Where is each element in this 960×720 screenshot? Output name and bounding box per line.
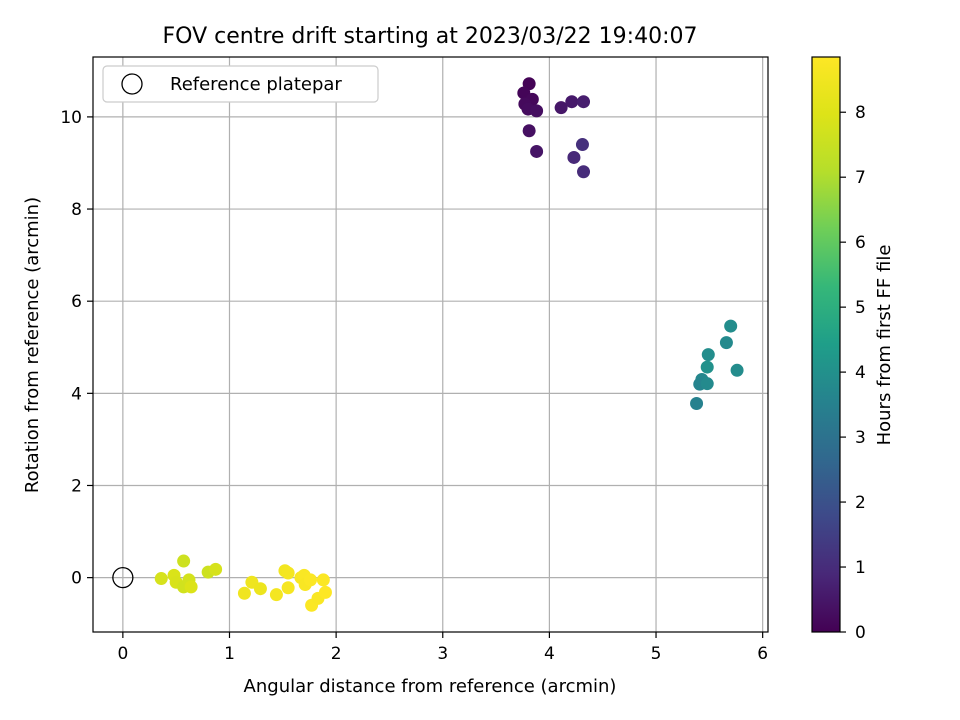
data-point	[724, 319, 738, 333]
x-tick-label: 1	[224, 644, 235, 664]
data-point	[281, 566, 295, 580]
x-axis-label: Angular distance from reference (arcmin)	[244, 676, 617, 697]
y-tick-label: 0	[71, 569, 82, 589]
x-tick-label: 5	[651, 644, 662, 664]
y-tick-label: 10	[60, 108, 82, 128]
y-axis-ticks: 0 2 4 6 8 10	[60, 108, 93, 589]
data-point	[269, 588, 283, 602]
data-point	[577, 95, 591, 109]
data-point	[253, 582, 267, 596]
data-point	[304, 573, 318, 587]
y-tick-label: 2	[71, 476, 82, 496]
legend-marker	[121, 73, 143, 95]
reference-marker-layer	[112, 566, 134, 589]
data-point	[184, 580, 198, 594]
data-point	[701, 348, 715, 362]
legend-label: Reference platepar	[170, 74, 342, 95]
plot-frame	[92, 56, 769, 633]
colorbar-tick-label: 6	[855, 233, 866, 253]
data-point	[316, 573, 330, 587]
chart-title: FOV centre drift starting at 2023/03/22 …	[163, 24, 698, 49]
data-point	[237, 586, 251, 600]
data-point	[318, 585, 332, 599]
data-point	[567, 150, 581, 164]
x-tick-label: 2	[331, 644, 342, 664]
data-point	[530, 104, 544, 118]
colorbar: 0 1 2 3 4 5 6 7 8 Hours from first FF file	[811, 56, 895, 643]
data-point	[577, 165, 591, 179]
y-tick-label: 4	[71, 384, 82, 404]
x-tick-label: 4	[544, 644, 555, 664]
colorbar-tick-label: 5	[855, 298, 866, 318]
x-tick-label: 0	[117, 644, 128, 664]
data-point	[730, 363, 744, 377]
data-point	[719, 336, 733, 350]
x-axis-ticks: 0 1 2 3 4 5 6	[117, 632, 768, 664]
colorbar-tick-label: 2	[855, 493, 866, 513]
y-tick-label: 8	[71, 200, 82, 220]
data-point	[522, 124, 536, 138]
reference-point-marker	[112, 566, 134, 589]
data-point	[177, 554, 191, 568]
x-tick-label: 6	[757, 644, 768, 664]
colorbar-ticks: 0 1 2 3 4 5 6 7 8	[840, 103, 866, 643]
data-point	[700, 360, 714, 374]
legend: Reference platepar	[102, 65, 379, 103]
y-tick-label: 6	[71, 292, 82, 312]
legend-box	[102, 65, 379, 103]
colorbar-tick-label: 4	[855, 363, 866, 383]
data-point	[530, 144, 544, 158]
x-tick-label: 3	[437, 644, 448, 664]
colorbar-tick-label: 0	[855, 623, 866, 643]
colorbar-tick-label: 8	[855, 103, 866, 123]
scatter-points	[154, 77, 744, 612]
data-point	[575, 138, 589, 152]
colorbar-tick-label: 3	[855, 428, 866, 448]
colorbar-tick-label: 1	[855, 558, 866, 578]
data-point	[154, 572, 168, 586]
colorbar-frame	[811, 56, 841, 633]
colorbar-label: Hours from first FF file	[874, 245, 895, 446]
colorbar-gradient	[812, 57, 840, 632]
data-point	[690, 396, 704, 410]
colorbar-tick-label: 7	[855, 168, 866, 188]
grid-lines	[93, 57, 768, 632]
data-point	[281, 581, 295, 595]
data-point	[565, 95, 579, 109]
data-point	[700, 377, 714, 391]
data-point	[554, 101, 568, 115]
data-point	[209, 562, 223, 576]
y-axis-label: Rotation from reference (arcmin)	[22, 197, 43, 493]
